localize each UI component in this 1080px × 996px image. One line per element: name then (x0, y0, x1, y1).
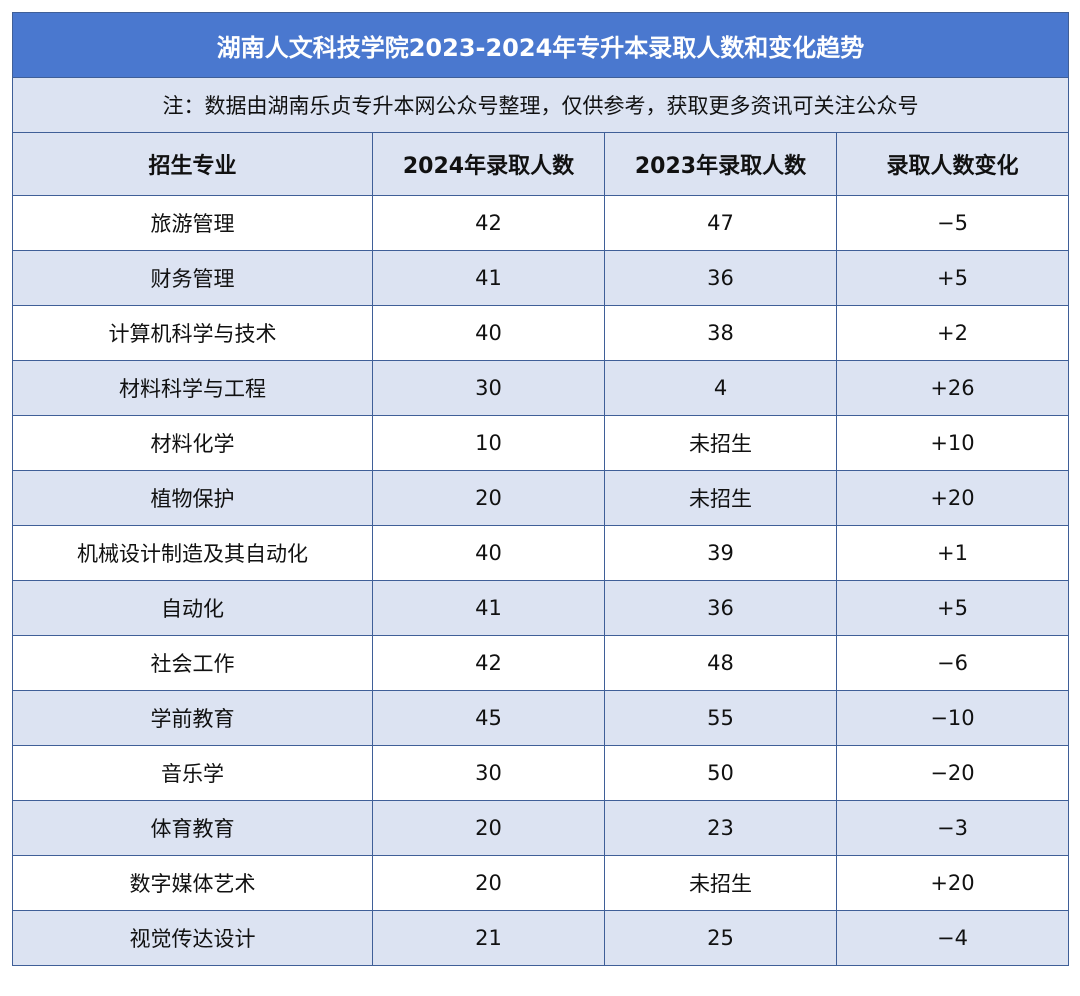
cell-change: −5 (836, 195, 1069, 251)
cell-change: +5 (836, 580, 1069, 636)
cell-2023-count: 36 (604, 250, 837, 306)
cell-2024-count: 20 (372, 800, 605, 856)
cell-major: 机械设计制造及其自动化 (12, 525, 373, 581)
table-row: 材料科学与工程 30 4 +26 (12, 360, 1069, 416)
cell-change: +20 (836, 470, 1069, 526)
cell-change: −6 (836, 635, 1069, 691)
cell-2023-count: 未招生 (604, 855, 837, 911)
cell-2023-count: 4 (604, 360, 837, 416)
cell-major: 材料科学与工程 (12, 360, 373, 416)
header-2023-count: 2023年录取人数 (604, 132, 837, 196)
cell-2023-count: 未招生 (604, 470, 837, 526)
table-note: 注：数据由湖南乐贞专升本网公众号整理，仅供参考，获取更多资讯可关注公众号 (12, 77, 1069, 133)
cell-major: 社会工作 (12, 635, 373, 691)
cell-change: +10 (836, 415, 1069, 471)
table-row: 旅游管理 42 47 −5 (12, 195, 1069, 251)
cell-change: +1 (836, 525, 1069, 581)
cell-2023-count: 未招生 (604, 415, 837, 471)
header-2024-count: 2024年录取人数 (372, 132, 605, 196)
table-row: 学前教育 45 55 −10 (12, 690, 1069, 746)
header-row: 招生专业 2024年录取人数 2023年录取人数 录取人数变化 (12, 132, 1069, 196)
cell-major: 视觉传达设计 (12, 910, 373, 966)
cell-major: 材料化学 (12, 415, 373, 471)
cell-major: 音乐学 (12, 745, 373, 801)
cell-change: −10 (836, 690, 1069, 746)
cell-2024-count: 20 (372, 470, 605, 526)
table-row: 财务管理 41 36 +5 (12, 250, 1069, 306)
cell-major: 植物保护 (12, 470, 373, 526)
cell-major: 财务管理 (12, 250, 373, 306)
table-row: 自动化 41 36 +5 (12, 580, 1069, 636)
cell-2024-count: 30 (372, 745, 605, 801)
cell-major: 数字媒体艺术 (12, 855, 373, 911)
cell-change: −4 (836, 910, 1069, 966)
table-row: 材料化学 10 未招生 +10 (12, 415, 1069, 471)
cell-2023-count: 55 (604, 690, 837, 746)
cell-2023-count: 50 (604, 745, 837, 801)
cell-change: −20 (836, 745, 1069, 801)
cell-2023-count: 39 (604, 525, 837, 581)
cell-2024-count: 21 (372, 910, 605, 966)
cell-2023-count: 47 (604, 195, 837, 251)
cell-2024-count: 40 (372, 525, 605, 581)
cell-major: 体育教育 (12, 800, 373, 856)
cell-2024-count: 42 (372, 195, 605, 251)
cell-2023-count: 23 (604, 800, 837, 856)
admission-table-container: 湖南人文科技学院2023-2024年专升本录取人数和变化趋势 注：数据由湖南乐贞… (12, 12, 1069, 966)
cell-2023-count: 25 (604, 910, 837, 966)
cell-change: +2 (836, 305, 1069, 361)
cell-2024-count: 30 (372, 360, 605, 416)
cell-2023-count: 38 (604, 305, 837, 361)
cell-change: +20 (836, 855, 1069, 911)
cell-2024-count: 10 (372, 415, 605, 471)
table-row: 机械设计制造及其自动化 40 39 +1 (12, 525, 1069, 581)
cell-major: 学前教育 (12, 690, 373, 746)
table-title: 湖南人文科技学院2023-2024年专升本录取人数和变化趋势 (12, 12, 1069, 78)
cell-major: 计算机科学与技术 (12, 305, 373, 361)
table-body: 旅游管理 42 47 −5 财务管理 41 36 +5 计算机科学与技术 40 38 +2 材料科学与工… (12, 195, 1069, 966)
cell-change: −3 (836, 800, 1069, 856)
cell-2024-count: 41 (372, 250, 605, 306)
cell-2024-count: 40 (372, 305, 605, 361)
cell-change: +5 (836, 250, 1069, 306)
header-change: 录取人数变化 (836, 132, 1069, 196)
cell-major: 自动化 (12, 580, 373, 636)
cell-change: +26 (836, 360, 1069, 416)
table-row: 植物保护 20 未招生 +20 (12, 470, 1069, 526)
table-row: 数字媒体艺术 20 未招生 +20 (12, 855, 1069, 911)
cell-2023-count: 48 (604, 635, 837, 691)
header-major: 招生专业 (12, 132, 373, 196)
table-row: 体育教育 20 23 −3 (12, 800, 1069, 856)
cell-2024-count: 20 (372, 855, 605, 911)
admission-table: 湖南人文科技学院2023-2024年专升本录取人数和变化趋势 注：数据由湖南乐贞… (12, 12, 1069, 966)
table-row: 视觉传达设计 21 25 −4 (12, 910, 1069, 966)
cell-2024-count: 42 (372, 635, 605, 691)
cell-2023-count: 36 (604, 580, 837, 636)
cell-major: 旅游管理 (12, 195, 373, 251)
table-row: 计算机科学与技术 40 38 +2 (12, 305, 1069, 361)
table-row: 音乐学 30 50 −20 (12, 745, 1069, 801)
cell-2024-count: 41 (372, 580, 605, 636)
table-row: 社会工作 42 48 −6 (12, 635, 1069, 691)
cell-2024-count: 45 (372, 690, 605, 746)
